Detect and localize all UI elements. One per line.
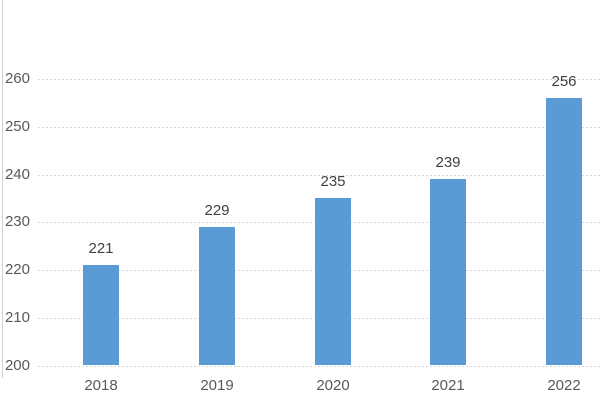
y-tick-label: 220 <box>4 261 30 278</box>
bar-data-label: 235 <box>320 173 346 190</box>
gridline <box>38 366 600 367</box>
bar[interactable] <box>315 198 351 365</box>
gridline <box>38 175 600 176</box>
bar-data-label: 229 <box>204 202 230 219</box>
bar[interactable] <box>430 179 466 365</box>
bar-data-label: 256 <box>551 73 577 90</box>
y-axis-line <box>2 0 3 378</box>
y-tick-label: 260 <box>4 70 30 87</box>
bar-data-label: 221 <box>88 240 114 257</box>
y-tick-label: 250 <box>4 118 30 135</box>
bar-data-label: 239 <box>435 154 461 171</box>
x-axis-label: 2020 <box>316 377 350 394</box>
y-tick-label: 230 <box>4 213 30 230</box>
x-axis-label: 2019 <box>200 377 234 394</box>
gridline <box>38 127 600 128</box>
bar[interactable] <box>199 227 235 365</box>
bar[interactable] <box>546 98 582 365</box>
x-axis-label: 2021 <box>431 377 465 394</box>
y-tick-label: 240 <box>4 166 30 183</box>
y-tick-label: 210 <box>4 309 30 326</box>
bar[interactable] <box>83 265 119 365</box>
x-axis-label: 2018 <box>84 377 118 394</box>
x-axis-label: 2022 <box>547 377 581 394</box>
gridline <box>38 79 600 80</box>
y-tick-label: 200 <box>4 357 30 374</box>
